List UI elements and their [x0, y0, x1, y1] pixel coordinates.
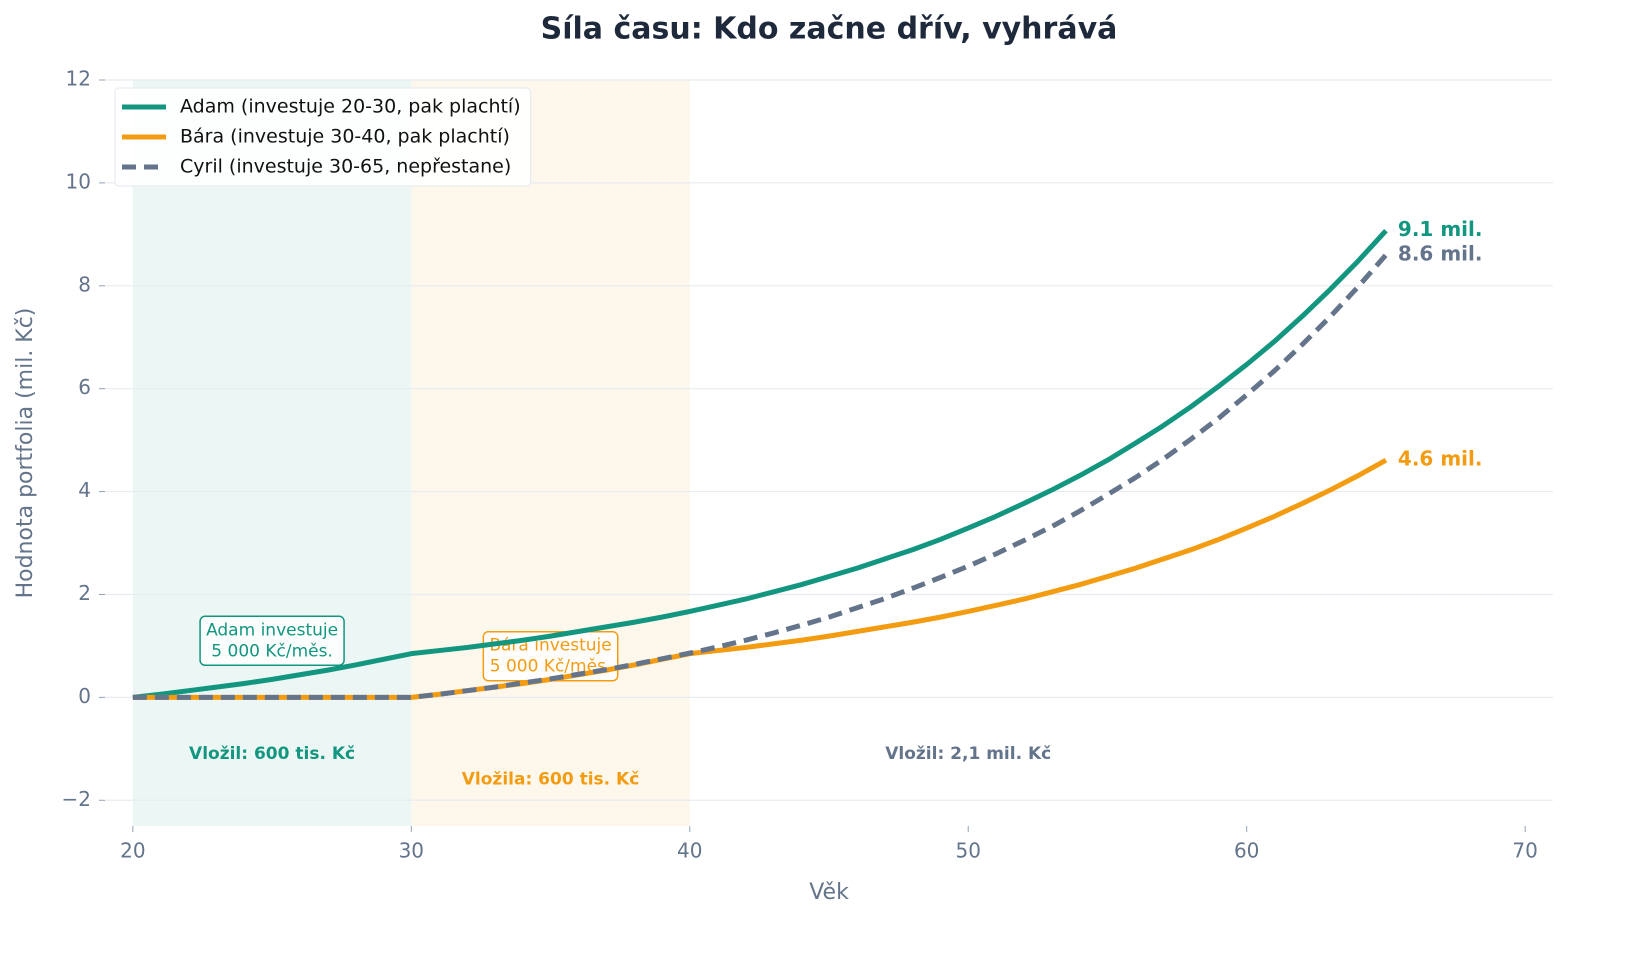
end-label: 4.6 mil.: [1398, 447, 1483, 471]
annotation-text: Vložil: 2,1 mil. Kč: [885, 744, 1051, 764]
series-line: [132, 229, 1388, 700]
x-tick-label: 20: [120, 839, 145, 863]
x-tick-label: 30: [399, 839, 424, 863]
x-tick-label: 70: [1512, 839, 1537, 863]
y-tick-label: 12: [66, 67, 91, 91]
y-tick-label: 4: [78, 478, 91, 502]
annotation-box: [199, 615, 345, 667]
annotation-text: Vložil: 600 tis. Kč: [189, 744, 355, 764]
annotation-text: 5 000 Kč/měs.: [211, 641, 333, 661]
x-tick-label: 50: [956, 839, 981, 863]
end-label: 8.6 mil.: [1398, 241, 1483, 265]
legend-label: Adam (investuje 20-30, pak plachtí): [180, 96, 521, 118]
shaded-span: [411, 80, 690, 826]
legend-label: Cyril (investuje 30-65, nepřestane): [180, 156, 511, 178]
annotation: Vložil: 2,1 mil. Kč: [885, 744, 1051, 764]
y-tick-label: −2: [62, 787, 91, 811]
legend-box: [114, 87, 532, 187]
y-tick-label: 0: [78, 684, 91, 708]
y-tick-label: 8: [78, 272, 91, 296]
y-tick-label: 2: [78, 581, 91, 605]
annotation: Vložila: 600 tis. Kč: [462, 770, 640, 790]
x-axis-label: Věk: [809, 880, 849, 905]
y-axis-label: Hodnota portfolia (mil. Kč): [13, 308, 38, 599]
y-tick-label: 6: [78, 375, 91, 399]
legend-label: Bára (investuje 30-40, pak plachtí): [180, 126, 510, 148]
x-tick-label: 60: [1234, 839, 1259, 863]
end-label: 9.1 mil.: [1398, 217, 1483, 241]
annotation-text: Vložila: 600 tis. Kč: [462, 770, 640, 790]
y-tick-label: 10: [66, 169, 91, 193]
annotation-text: Bára investuje: [489, 636, 611, 656]
series-line: [132, 253, 1388, 700]
x-tick-label: 40: [677, 839, 702, 863]
chart-title: Síla času: Kdo začne dřív, vyhrává: [541, 12, 1118, 47]
annotation: Vložil: 600 tis. Kč: [189, 744, 355, 764]
legend: Adam (investuje 20-30, pak plachtí) Bára …: [114, 87, 532, 187]
annotation-text: Adam investuje: [206, 620, 338, 640]
shaded-span: [132, 80, 412, 826]
